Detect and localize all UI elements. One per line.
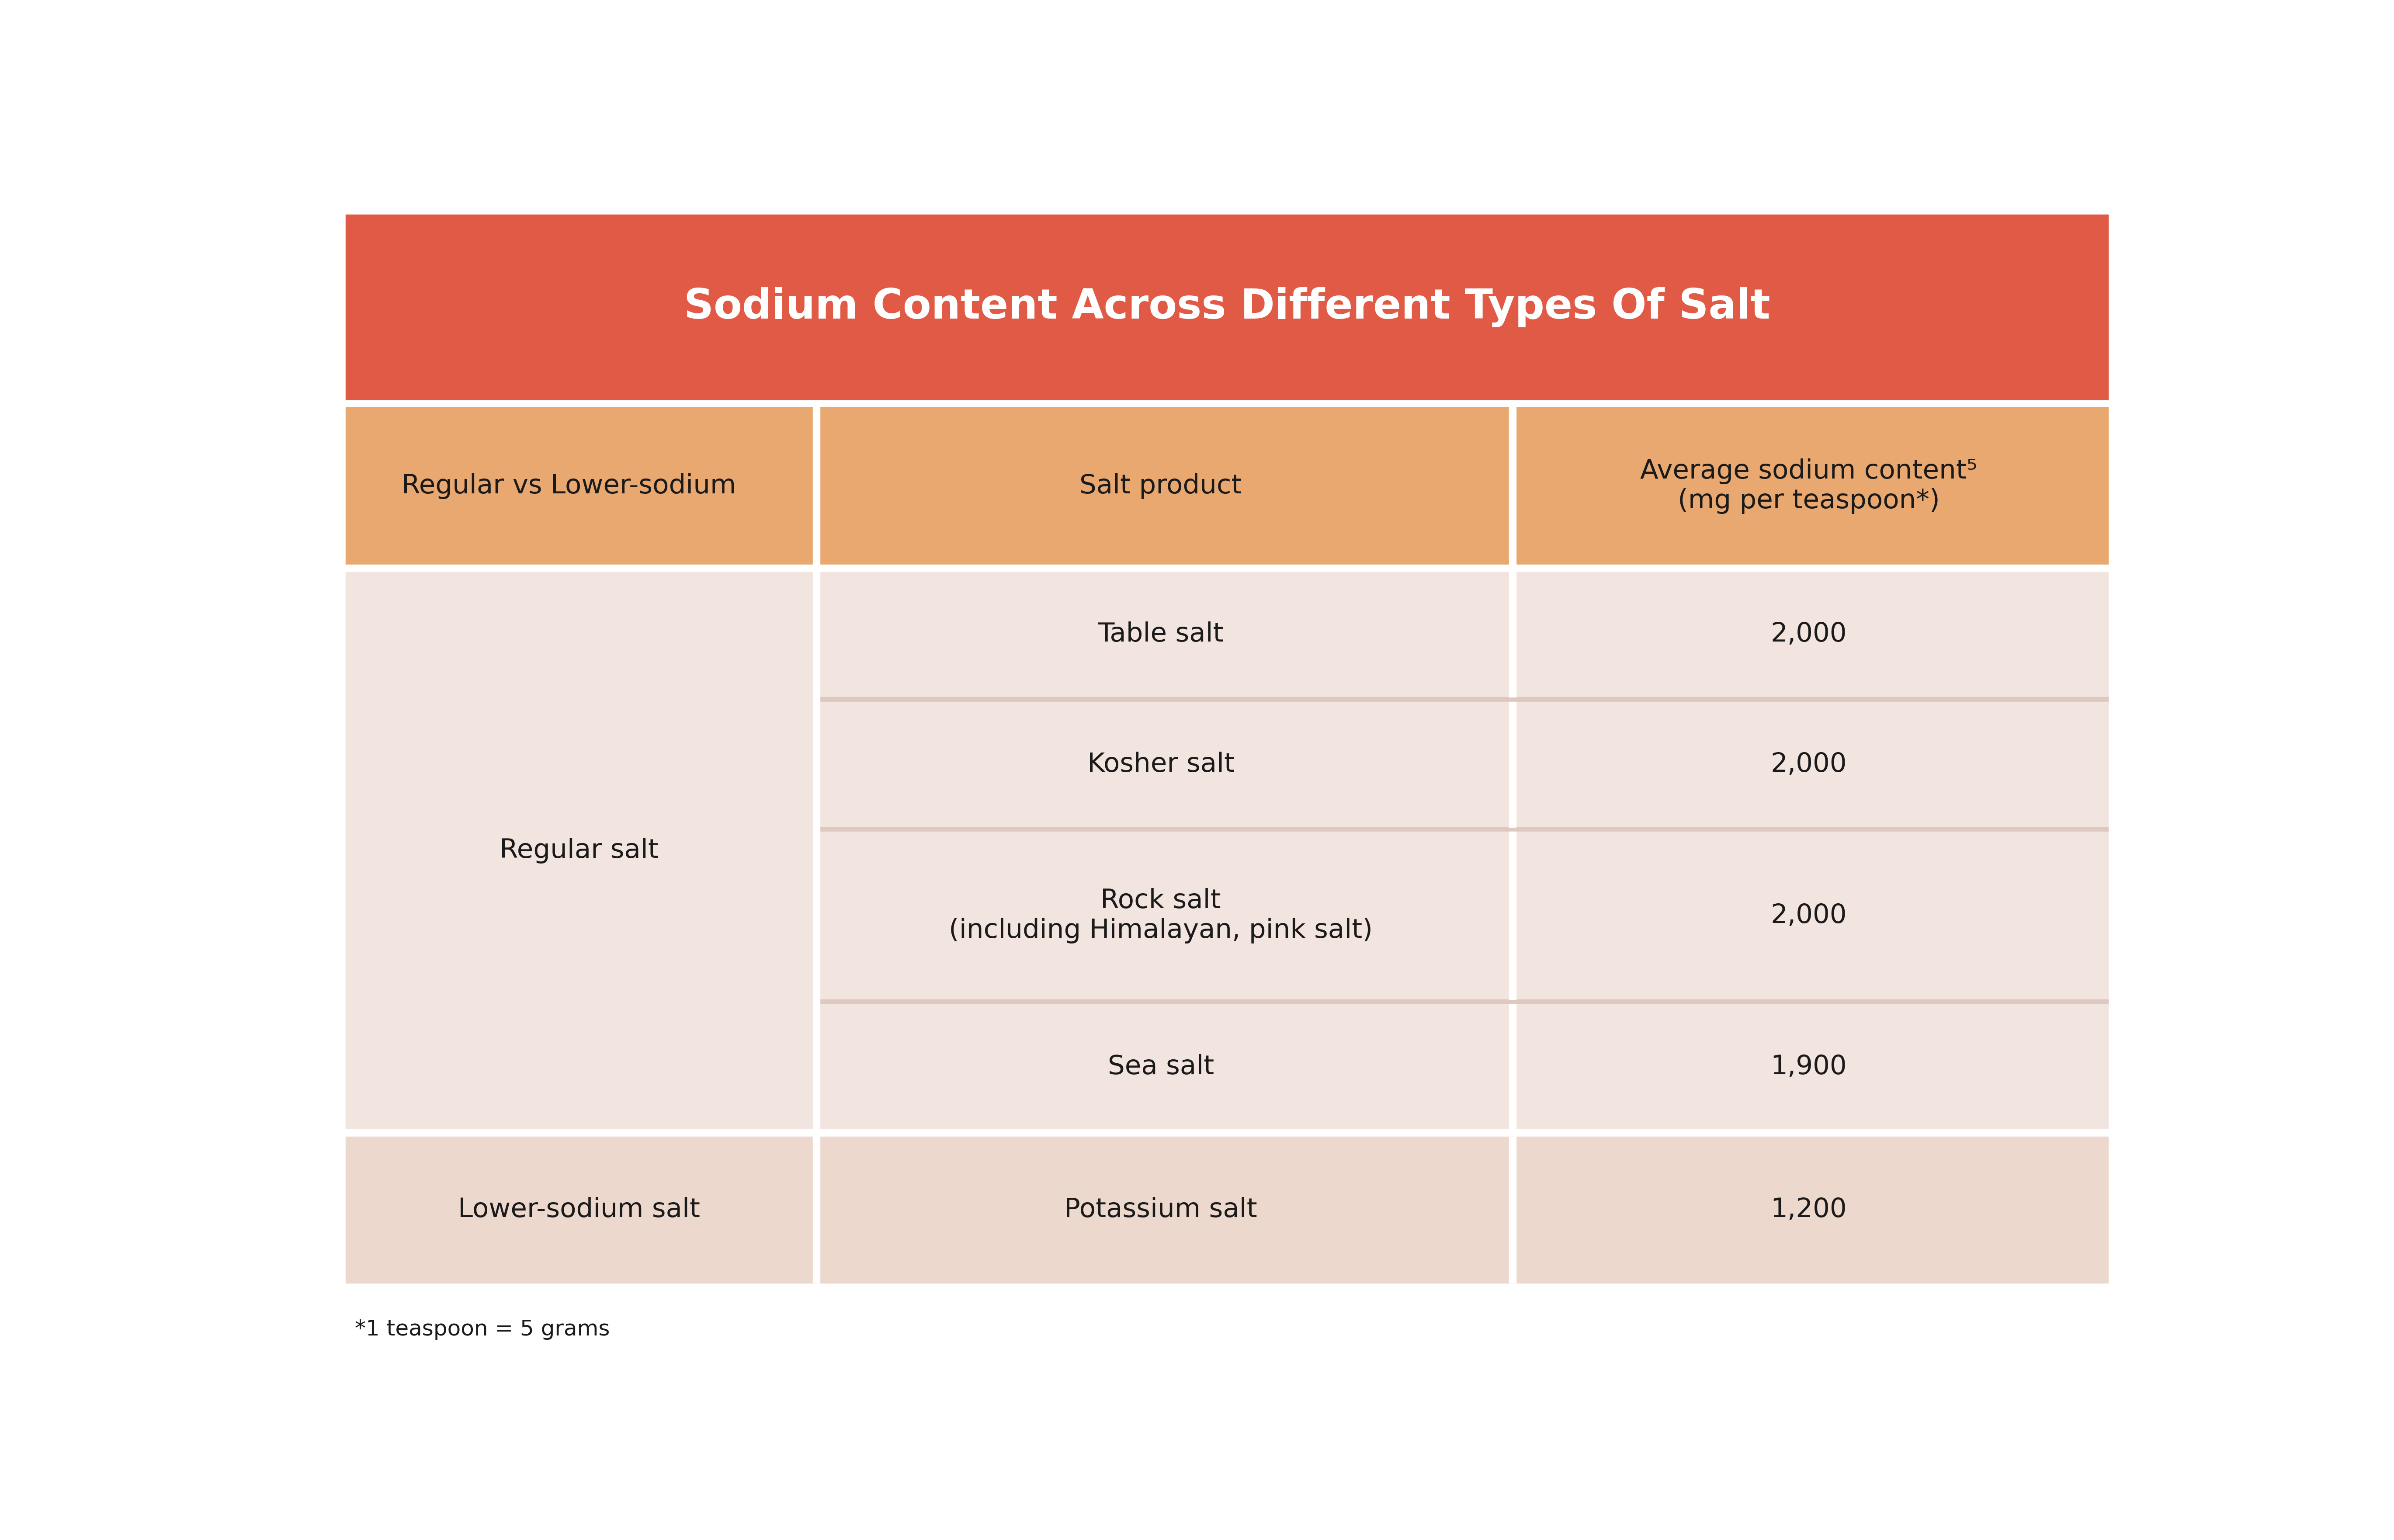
Text: 2,000: 2,000 — [1772, 622, 1846, 647]
Text: Regular salt: Regular salt — [500, 838, 658, 864]
Bar — [345, 565, 2109, 571]
Bar — [345, 400, 2109, 408]
Bar — [1508, 408, 2109, 565]
Text: Kosher salt: Kosher salt — [1087, 752, 1235, 778]
Bar — [345, 571, 812, 1129]
Bar — [812, 408, 819, 565]
Bar — [812, 1137, 1508, 1283]
Bar — [812, 698, 2109, 702]
Bar — [345, 408, 812, 565]
Text: *1 teaspoon = 5 grams: *1 teaspoon = 5 grams — [354, 1318, 610, 1340]
Bar — [812, 1129, 2109, 1137]
Text: 1,200: 1,200 — [1772, 1197, 1846, 1223]
Bar — [1508, 571, 1515, 698]
Bar — [345, 214, 2109, 400]
Bar — [1508, 702, 2109, 827]
Text: Lower-sodium salt: Lower-sodium salt — [457, 1197, 699, 1223]
Bar — [1508, 702, 1515, 827]
Bar — [812, 408, 1508, 565]
Bar — [1508, 832, 1515, 999]
Text: Average sodium content⁵
(mg per teaspoon*): Average sodium content⁵ (mg per teaspoon… — [1640, 459, 1977, 514]
Text: 2,000: 2,000 — [1772, 902, 1846, 929]
Bar — [812, 702, 1508, 827]
Bar — [345, 1129, 812, 1137]
Bar — [345, 1137, 812, 1283]
Bar — [812, 1004, 1508, 1129]
Bar — [1508, 832, 2109, 999]
Bar — [1508, 1137, 1515, 1283]
Bar — [812, 999, 2109, 1004]
Text: Salt product: Salt product — [1080, 473, 1242, 499]
Text: Table salt: Table salt — [1099, 622, 1223, 647]
Text: Sodium Content Across Different Types Of Salt: Sodium Content Across Different Types Of… — [685, 286, 1769, 328]
Text: Potassium salt: Potassium salt — [1065, 1197, 1257, 1223]
Bar — [812, 571, 1508, 698]
Bar — [1508, 571, 2109, 698]
Text: Sea salt: Sea salt — [1108, 1053, 1214, 1080]
Bar — [1508, 1004, 2109, 1129]
Bar — [1508, 1137, 2109, 1283]
Text: Rock salt
(including Himalayan, pink salt): Rock salt (including Himalayan, pink sal… — [948, 889, 1372, 944]
Bar — [1508, 408, 1515, 565]
Text: 1,900: 1,900 — [1772, 1053, 1846, 1080]
Bar — [1508, 1004, 1515, 1129]
Bar — [812, 571, 819, 1283]
Bar — [812, 827, 2109, 832]
Bar — [812, 832, 1508, 999]
Text: Regular vs Lower-sodium: Regular vs Lower-sodium — [402, 473, 737, 499]
Text: 2,000: 2,000 — [1772, 752, 1846, 778]
